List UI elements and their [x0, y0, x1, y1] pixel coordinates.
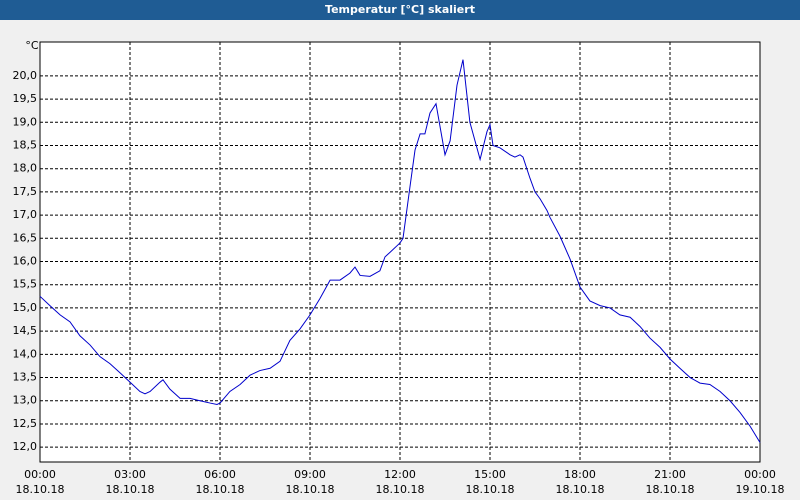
y-tick-label: 19,0 — [13, 115, 38, 128]
x-tick-label: 00:00 19.10.18 — [735, 468, 785, 496]
y-axis-label: °C — [25, 39, 39, 52]
y-tick-label: 20,0 — [13, 69, 38, 82]
plot-border — [39, 41, 761, 463]
y-tick-label: 14,5 — [13, 324, 38, 337]
x-tick-label: 00:00 18.10.18 — [15, 468, 65, 496]
y-tick-label: 14,0 — [13, 347, 38, 360]
x-tick-label: 12:00 18.10.18 — [375, 468, 425, 496]
y-tick-label: 13,0 — [13, 394, 38, 407]
y-tick-label: 17,0 — [13, 208, 38, 221]
x-tick-label: 15:00 18.10.18 — [465, 468, 515, 496]
x-tick-label: 06:00 18.10.18 — [195, 468, 245, 496]
y-tick-label: 12,5 — [13, 417, 38, 430]
y-tick-label: 13,5 — [13, 371, 38, 384]
x-tick-label: 03:00 18.10.18 — [105, 468, 155, 496]
x-tick-label: 18:00 18.10.18 — [555, 468, 605, 496]
y-tick-label: 12,0 — [13, 440, 38, 453]
y-tick-label: 18,0 — [13, 162, 38, 175]
line-series — [39, 59, 761, 443]
title-bar: Temperatur [°C] skaliert — [0, 0, 800, 20]
y-tick-label: 17,5 — [13, 185, 38, 198]
y-tick-label: 16,5 — [13, 231, 38, 244]
x-tick-label: 09:00 18.10.18 — [285, 468, 335, 496]
y-tick-label: 19,5 — [13, 92, 38, 105]
y-tick-label: 18,5 — [13, 138, 38, 151]
y-tick-label: 16,0 — [13, 255, 38, 268]
y-tick-label: 15,0 — [13, 301, 38, 314]
x-tick-label: 21:00 18.10.18 — [645, 468, 695, 496]
y-tick-label: 15,5 — [13, 278, 38, 291]
